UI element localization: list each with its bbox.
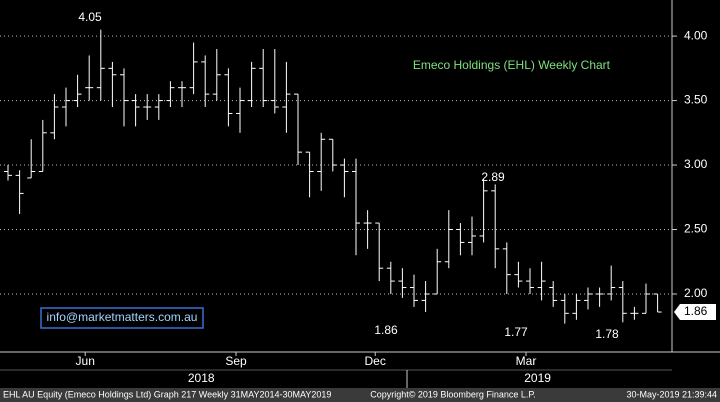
x-tick-label: Dec [365, 354, 386, 368]
annotation: 1.86 [374, 323, 398, 337]
x-year-label: 2018 [188, 371, 215, 385]
last-price-label: 1.86 [684, 304, 708, 318]
y-tick-label: 3.00 [684, 157, 708, 171]
email: info@marketmatters.com.au [47, 310, 198, 324]
x-tick-label: Mar [516, 354, 537, 368]
annotation: 4.05 [78, 10, 102, 24]
y-tick-label: 2.00 [684, 286, 708, 300]
annotation: 1.77 [504, 325, 528, 339]
y-tick-label: 2.50 [684, 222, 708, 236]
y-tick-label: 3.50 [684, 93, 708, 107]
footer-right: 30-May-2019 21:39:44 [626, 389, 717, 399]
email-box [40, 307, 204, 329]
x-year-label: 2019 [524, 371, 551, 385]
footer-center: Copyright© 2019 Bloomberg Finance L.P. [370, 389, 536, 399]
x-tick-label: Jun [76, 354, 95, 368]
footer-left: EHL AU Equity (Emeco Holdings Ltd) Graph… [3, 389, 331, 399]
chart-title: Emeco Holdings (EHL) Weekly Chart [413, 58, 611, 72]
x-tick-label: Sep [225, 354, 247, 368]
annotation: 2.89 [481, 170, 505, 184]
footer-bar [0, 388, 720, 402]
last-price-tag [674, 304, 716, 321]
annotation: 1.78 [595, 327, 619, 341]
y-tick-label: 4.00 [684, 28, 708, 42]
